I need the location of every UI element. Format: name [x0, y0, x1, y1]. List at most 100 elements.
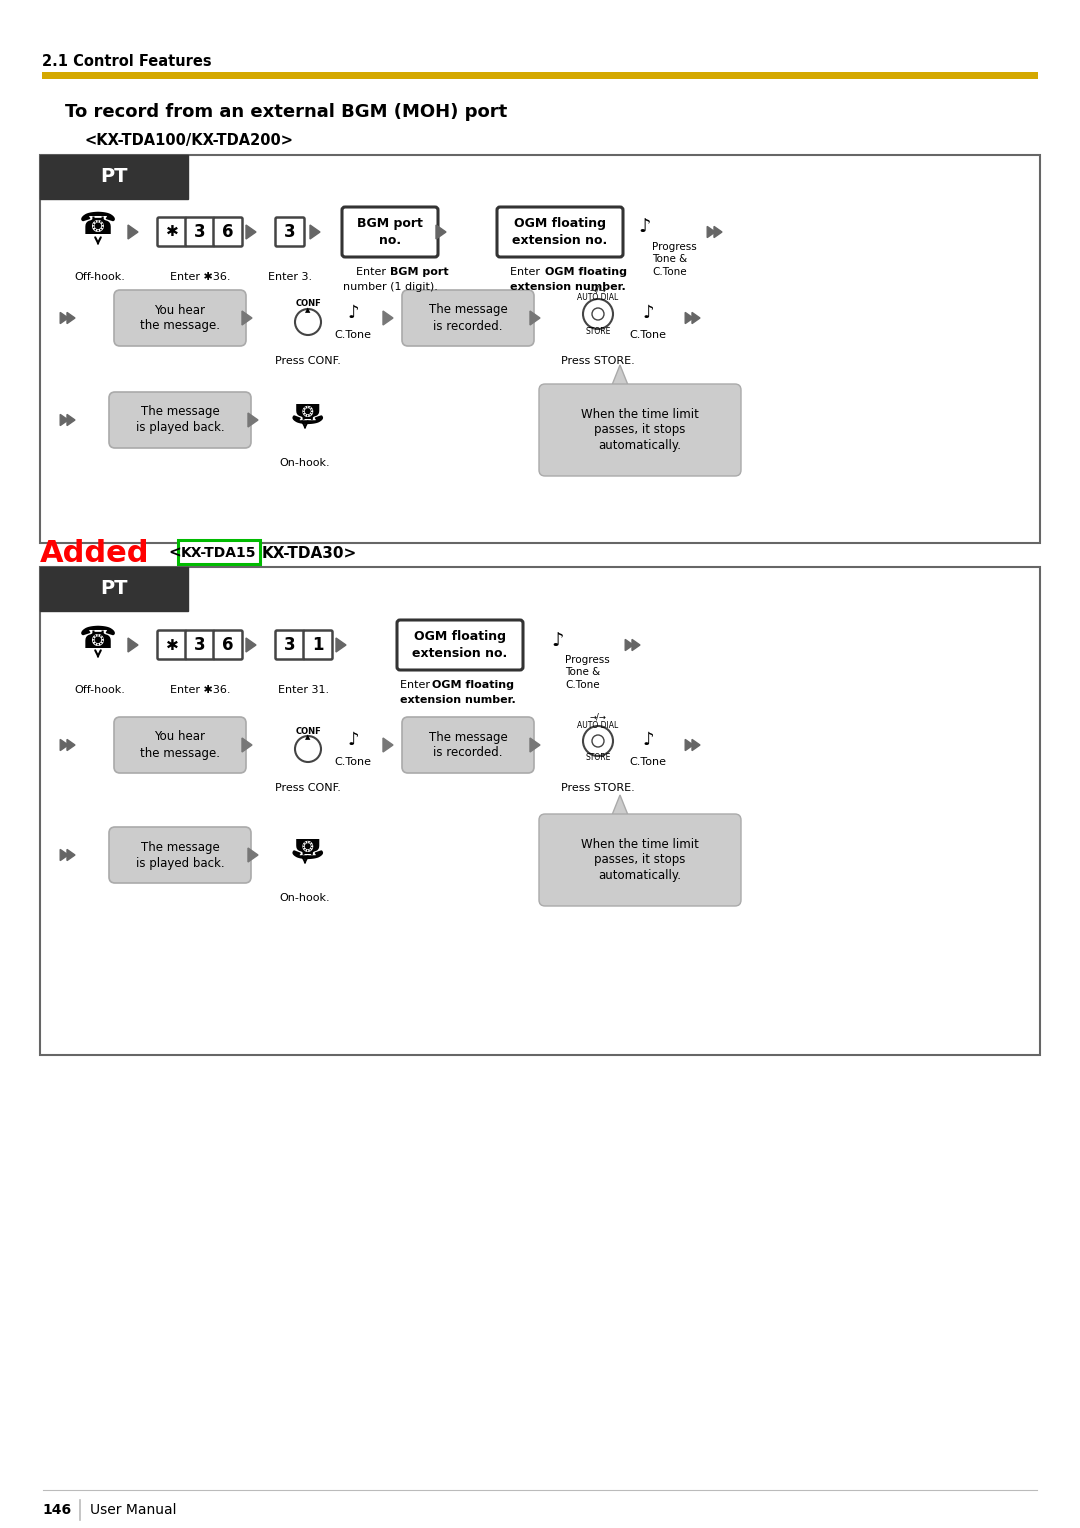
Text: <: <	[168, 545, 180, 561]
FancyBboxPatch shape	[402, 717, 534, 773]
Polygon shape	[436, 225, 446, 238]
Text: →/→: →/→	[590, 712, 607, 721]
Text: OGM floating: OGM floating	[545, 267, 627, 277]
Text: ✱: ✱	[165, 637, 178, 652]
Text: AUTO DIAL: AUTO DIAL	[578, 293, 619, 303]
FancyBboxPatch shape	[114, 290, 246, 345]
Text: OGM floating
extension no.: OGM floating extension no.	[512, 217, 608, 248]
Text: The message
is played back.: The message is played back.	[136, 405, 225, 434]
Text: You hear
the message.: You hear the message.	[140, 304, 220, 333]
Text: →/→: →/→	[590, 286, 607, 295]
Circle shape	[583, 299, 613, 329]
Text: 3: 3	[194, 223, 206, 241]
Text: Press CONF.: Press CONF.	[275, 356, 341, 367]
Text: User Manual: User Manual	[90, 1504, 176, 1517]
Bar	[40, 567, 188, 611]
Text: You hear
the message.: You hear the message.	[140, 730, 220, 759]
Text: On-hook.: On-hook.	[280, 892, 330, 903]
Polygon shape	[383, 738, 393, 752]
Text: Enter: Enter	[400, 680, 433, 691]
Text: ♪: ♪	[552, 631, 564, 649]
Polygon shape	[248, 848, 258, 862]
Text: STORE: STORE	[585, 753, 610, 762]
Bar	[40, 154, 1040, 542]
FancyBboxPatch shape	[539, 384, 741, 477]
Bar	[40, 154, 188, 199]
Polygon shape	[692, 740, 700, 750]
FancyBboxPatch shape	[497, 206, 623, 257]
Text: CONF: CONF	[295, 726, 321, 735]
Text: 3: 3	[284, 636, 296, 654]
Polygon shape	[685, 312, 693, 324]
Text: Press CONF.: Press CONF.	[275, 782, 341, 793]
Text: OGM floating
extension no.: OGM floating extension no.	[413, 630, 508, 660]
Text: 146: 146	[42, 1504, 71, 1517]
Text: extension number.: extension number.	[510, 283, 625, 292]
Text: ☎: ☎	[287, 831, 322, 859]
Polygon shape	[336, 639, 346, 652]
Text: extension number.: extension number.	[400, 695, 516, 704]
Polygon shape	[67, 850, 75, 860]
Text: Enter 3.: Enter 3.	[268, 272, 312, 283]
Text: To record from an external BGM (MOH) port: To record from an external BGM (MOH) por…	[65, 102, 508, 121]
Text: 6: 6	[222, 636, 233, 654]
Text: The message
is recorded.: The message is recorded.	[429, 304, 508, 333]
Text: KX-TDA15: KX-TDA15	[181, 545, 257, 559]
Text: ♪: ♪	[348, 730, 359, 749]
Text: Press STORE.: Press STORE.	[562, 356, 635, 367]
Text: 3: 3	[194, 636, 206, 654]
FancyBboxPatch shape	[275, 217, 305, 246]
FancyBboxPatch shape	[275, 631, 305, 660]
Polygon shape	[129, 225, 138, 238]
Circle shape	[295, 736, 321, 762]
Polygon shape	[60, 312, 68, 324]
Polygon shape	[246, 225, 256, 238]
Polygon shape	[714, 226, 723, 237]
Text: C.Tone: C.Tone	[630, 330, 666, 341]
Text: PT: PT	[100, 579, 127, 599]
Polygon shape	[632, 639, 640, 651]
Polygon shape	[67, 740, 75, 750]
FancyBboxPatch shape	[109, 827, 251, 883]
Text: Enter ✱36.: Enter ✱36.	[170, 272, 230, 283]
Polygon shape	[60, 850, 68, 860]
Text: STORE: STORE	[585, 327, 610, 336]
Polygon shape	[67, 312, 75, 324]
Text: Enter 31.: Enter 31.	[279, 685, 329, 695]
Text: ♪: ♪	[643, 304, 653, 322]
FancyBboxPatch shape	[186, 217, 215, 246]
Text: Enter: Enter	[356, 267, 390, 277]
Text: Off-hook.: Off-hook.	[75, 272, 125, 283]
Text: 1: 1	[312, 636, 324, 654]
Text: ♪: ♪	[643, 730, 653, 749]
Text: ☎: ☎	[287, 396, 322, 423]
Text: Progress
Tone &
C.Tone: Progress Tone & C.Tone	[565, 656, 610, 689]
Text: KX-TDA30>: KX-TDA30>	[262, 545, 357, 561]
Circle shape	[295, 309, 321, 335]
Polygon shape	[383, 312, 393, 325]
FancyBboxPatch shape	[402, 290, 534, 345]
Text: PT: PT	[100, 168, 127, 186]
FancyBboxPatch shape	[109, 393, 251, 448]
Text: C.Tone: C.Tone	[335, 330, 372, 341]
Bar	[42, 72, 1038, 79]
Circle shape	[583, 726, 613, 756]
FancyBboxPatch shape	[214, 217, 243, 246]
FancyBboxPatch shape	[539, 814, 741, 906]
Text: OGM floating: OGM floating	[432, 680, 514, 691]
FancyBboxPatch shape	[397, 620, 523, 669]
Polygon shape	[707, 226, 715, 237]
Text: CONF: CONF	[295, 299, 321, 309]
Polygon shape	[242, 738, 252, 752]
FancyBboxPatch shape	[158, 631, 187, 660]
Text: ♪: ♪	[638, 217, 651, 237]
Text: Progress
Tone &
C.Tone: Progress Tone & C.Tone	[652, 241, 697, 277]
Polygon shape	[67, 414, 75, 426]
FancyBboxPatch shape	[114, 717, 246, 773]
Text: C.Tone: C.Tone	[630, 756, 666, 767]
Text: When the time limit
passes, it stops
automatically.: When the time limit passes, it stops aut…	[581, 408, 699, 452]
Text: number (1 digit).: number (1 digit).	[342, 283, 437, 292]
Bar	[178, 539, 260, 564]
Text: On-hook.: On-hook.	[280, 458, 330, 468]
Bar	[40, 567, 1040, 1054]
